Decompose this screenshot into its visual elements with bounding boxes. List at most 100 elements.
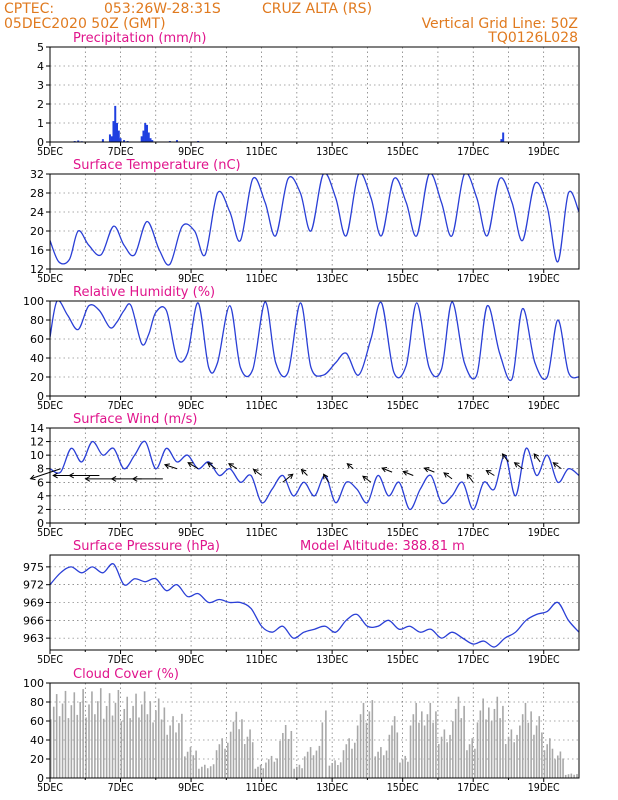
- cloud-bar: [519, 725, 521, 778]
- cloud-bar: [224, 748, 226, 778]
- wind-arrow-head: [131, 476, 138, 482]
- cloud-bar: [348, 738, 350, 778]
- wind-arrow-head: [513, 462, 520, 468]
- press-frame: [49, 554, 580, 651]
- cloud-xtick-label: 5DEC: [37, 782, 63, 794]
- wind-arrow-head: [228, 463, 234, 469]
- cloud-bar: [409, 725, 412, 778]
- cloud-bar: [97, 701, 99, 778]
- cloud-bar: [331, 762, 334, 778]
- temp-ytick-label: 20: [30, 225, 44, 238]
- cloud-bar: [490, 721, 493, 778]
- cloud-bar: [356, 725, 359, 778]
- header-coords: 053:26W-28:31S: [104, 1, 221, 17]
- cloud-bar: [382, 755, 385, 778]
- cloud-bar: [221, 738, 223, 778]
- precip-ytick-label: 2: [37, 98, 44, 111]
- wind-arrow-head: [287, 473, 294, 480]
- temp-ytick-label: 28: [30, 187, 44, 200]
- press-xtick-label: 7DEC: [108, 654, 134, 666]
- wind-arrow: [514, 462, 523, 470]
- cloud-bar: [429, 702, 432, 778]
- cloud-bar: [105, 705, 108, 778]
- rh-xtick-label: 15DEC: [387, 400, 419, 412]
- wind-arrow-head: [187, 462, 194, 468]
- cloud-bar: [516, 734, 518, 778]
- cloud-bar: [432, 722, 434, 778]
- cloud-bar: [303, 756, 306, 778]
- cloud-xtick-label: 11DEC: [246, 782, 278, 794]
- precip-title: Precipitation (mm/h): [73, 31, 206, 46]
- temp-xtick-label: 15DEC: [387, 273, 419, 285]
- cloud-bar: [149, 701, 152, 778]
- cloud-bar: [374, 756, 377, 778]
- cloud-xtick-label: 7DEC: [108, 782, 134, 794]
- precip-ytick-label: 5: [37, 41, 44, 54]
- cloud-bar: [135, 693, 137, 778]
- cloud-bar: [570, 773, 573, 778]
- cloud-bar: [502, 705, 504, 778]
- wind-xtick-label: 19DEC: [528, 527, 560, 539]
- cloud-bar: [510, 729, 513, 778]
- cloud-bar: [401, 759, 404, 778]
- precip-ytick-label: 0: [37, 136, 44, 149]
- cloud-bar: [295, 766, 298, 778]
- wind-arrow-head: [443, 472, 450, 478]
- cloud-bar: [437, 744, 440, 778]
- cloud-bar: [254, 768, 257, 778]
- cloud-bar: [530, 711, 532, 778]
- cloud-bar: [362, 702, 365, 778]
- rh-xtick-label: 7DEC: [108, 400, 134, 412]
- press-ytick-label: 963: [23, 632, 44, 645]
- cloud-bar: [50, 719, 52, 778]
- cloud-bar: [117, 689, 120, 778]
- precip-xtick-label: 5DEC: [37, 146, 63, 158]
- cloud-bar: [559, 751, 562, 778]
- cloud-bar: [126, 696, 129, 778]
- temp-xtick-label: 17DEC: [457, 273, 489, 285]
- cloud-bar: [241, 719, 243, 778]
- temp-ytick-label: 16: [30, 244, 44, 257]
- cloud-bar: [152, 722, 154, 778]
- cloud-bar: [554, 759, 556, 778]
- cloud-bar: [64, 690, 67, 778]
- cloud-bar: [120, 721, 123, 778]
- precip-bar: [151, 140, 154, 142]
- precip-ytick-label: 1: [37, 117, 44, 130]
- cloud-bar: [140, 704, 143, 778]
- cloud-title: Cloud Cover (%): [73, 667, 179, 682]
- cloud-bar: [485, 719, 487, 778]
- precip-bar: [117, 130, 120, 142]
- cloud-frame: [49, 682, 580, 779]
- cloud-bar: [206, 768, 209, 778]
- cloud-bar: [259, 764, 262, 778]
- precip-bar: [116, 123, 119, 142]
- wind-arrow: [207, 462, 217, 470]
- cloud-bar: [535, 725, 538, 778]
- wind-arrow-head: [402, 470, 409, 476]
- wind-arrow-head: [110, 476, 117, 482]
- cloud-bar: [229, 731, 232, 778]
- cloud-bar: [562, 758, 564, 778]
- precip-bar: [140, 136, 143, 142]
- temp-xtick-label: 7DEC: [108, 273, 134, 285]
- wind-arrow: [253, 469, 262, 476]
- precip-bar: [145, 124, 148, 142]
- rh-ytick-label: 80: [30, 314, 44, 327]
- cloud-bar: [143, 691, 146, 778]
- cloud-bar: [541, 732, 543, 778]
- cloud-bar: [282, 732, 284, 778]
- cloud-xtick-label: 15DEC: [387, 782, 419, 794]
- cloud-ytick-label: 0: [37, 772, 44, 785]
- precip-bar: [500, 139, 503, 142]
- temp-xtick-label: 5DEC: [37, 273, 63, 285]
- cloud-ytick-label: 80: [30, 696, 44, 709]
- wind-xtick-label: 13DEC: [316, 527, 348, 539]
- wind-arrow: [443, 472, 453, 480]
- temp-panel: Surface Temperature (nC) 12 16 20 24 28 32 5DEC…: [30, 158, 580, 285]
- precip-xtick-label: 19DEC: [528, 146, 560, 158]
- wind-ytick-label: 10: [30, 449, 44, 462]
- cloud-bar: [102, 718, 105, 778]
- cloud-bar: [293, 768, 295, 778]
- cloud-bar: [52, 706, 55, 778]
